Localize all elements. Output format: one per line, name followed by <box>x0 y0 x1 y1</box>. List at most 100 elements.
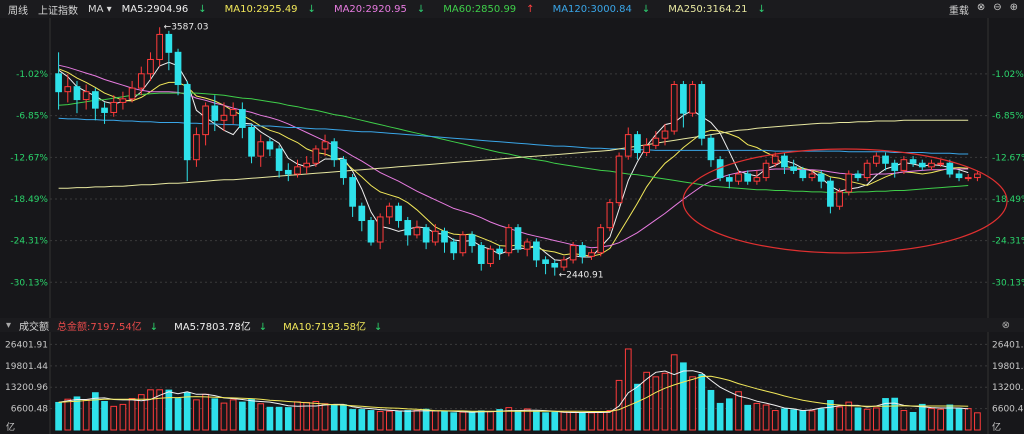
reload-button[interactable]: 重载 <box>948 6 969 17</box>
volume-bar <box>275 406 283 431</box>
candle-body <box>955 173 963 179</box>
volume-ma10-value: MA10:7193.58亿 <box>283 321 367 333</box>
volume-bar <box>578 412 586 431</box>
candle-body <box>156 33 164 60</box>
indicator-dropdown[interactable]: MA ▾ <box>88 3 112 15</box>
volume-bar <box>872 407 880 431</box>
candle-body <box>55 73 62 93</box>
candle-body <box>220 114 228 121</box>
volume-bar <box>174 398 182 431</box>
volume-bar <box>698 374 706 431</box>
volume-bar <box>514 410 522 431</box>
volume-bar <box>220 402 228 431</box>
candle-body <box>771 155 779 164</box>
collapse-icon[interactable]: ▾ <box>6 319 12 331</box>
volume-bar <box>781 408 788 431</box>
volume-bar <box>863 408 871 431</box>
volume-bar <box>523 408 531 431</box>
candle-body <box>183 84 191 161</box>
volume-bar <box>330 404 338 431</box>
price-tick-label-left: -12.67% <box>10 153 48 163</box>
zoom-in-icon[interactable]: ⊕ <box>1009 2 1018 13</box>
candle-body <box>487 248 494 264</box>
volume-bar <box>193 399 200 431</box>
candle-body <box>73 86 81 101</box>
candle-body <box>762 162 770 179</box>
candle-body <box>110 101 118 113</box>
candle-body <box>239 109 246 128</box>
candle-body <box>82 91 90 101</box>
candle-body <box>974 173 981 179</box>
close-icon[interactable]: ⊗ <box>976 2 986 13</box>
volume-bar <box>110 405 118 431</box>
candle-body <box>670 84 678 132</box>
volume-bar <box>854 407 862 431</box>
volume-tick-label-right: 亿 <box>992 421 1001 433</box>
candle-body <box>578 245 586 257</box>
candle-body <box>422 227 430 243</box>
volume-bar <box>422 408 430 431</box>
ma-legend-value: MA60:2850.99 <box>443 3 517 15</box>
volume-bar <box>395 411 402 431</box>
ma-line-ma10 <box>58 68 969 257</box>
candle-body <box>312 148 320 164</box>
volume-bar <box>165 389 173 431</box>
volume-bar <box>147 389 154 431</box>
volume-bar <box>340 404 347 431</box>
volume-chart[interactable]: 26401.91 26401.91 19801.44 19801.44 13200.96… <box>0 332 1024 434</box>
index-name[interactable]: 上证指数 <box>38 5 78 17</box>
volume-bar <box>386 410 393 431</box>
volume-title: 成交额 <box>19 321 50 333</box>
volume-ma10: MA10:7193.58亿 ↓ <box>283 318 390 333</box>
low-annotation: ←2440.91 <box>559 271 604 281</box>
volume-bar <box>909 411 917 431</box>
candle-body <box>376 216 384 243</box>
price-tick-label-left: -30.13% <box>10 278 48 288</box>
price-chart[interactable]: -1.02% -1.02% -6.85% -6.85% -12.67% -12.67% -1… <box>0 18 1024 318</box>
volume-bar <box>661 372 669 431</box>
ma-line-ma5 <box>58 61 969 262</box>
ma-legend-value: MA250:3164.21 <box>668 3 748 15</box>
ma-line-ma20 <box>58 64 969 249</box>
volume-bar <box>882 398 889 431</box>
ma-legend-item-ma120: MA120:3000.84 ↓ <box>553 4 661 15</box>
volume-bar <box>817 408 825 431</box>
candle-body <box>413 227 421 236</box>
candle-body <box>496 248 503 254</box>
candle-body <box>808 173 816 179</box>
price-tick-label-left: -1.02% <box>16 70 48 80</box>
volume-close-icon[interactable]: ⊗ <box>1001 319 1010 331</box>
volume-bar <box>441 410 448 431</box>
volume-tick-label-right: 6600.48 <box>992 405 1024 415</box>
volume-bar <box>211 398 219 431</box>
highlight-ellipse <box>682 148 1008 254</box>
price-tick-label-right: -18.49% <box>992 195 1024 205</box>
candle-body <box>872 155 880 164</box>
volume-bar <box>303 401 311 431</box>
candle-body <box>64 86 72 93</box>
candle-body <box>790 166 797 171</box>
period-selector[interactable]: 周线 <box>8 5 28 17</box>
volume-bar <box>643 371 650 431</box>
volume-tick-label-left: 26401.91 <box>5 340 48 350</box>
candle-body <box>845 173 853 193</box>
zoom-out-icon[interactable]: ⊖ <box>993 2 1002 13</box>
down-arrow-icon: ↓ <box>416 3 426 15</box>
candle-body <box>275 148 283 171</box>
candle-body <box>735 173 742 182</box>
volume-bar <box>964 408 972 431</box>
volume-bar <box>624 348 632 431</box>
candle-body <box>441 230 448 243</box>
price-tick-label-left: -24.31% <box>10 237 48 247</box>
candle-body <box>753 177 761 182</box>
ma-legend-value: MA10:2925.49 <box>224 3 298 15</box>
candle-body <box>477 245 485 264</box>
candle-body <box>946 162 954 175</box>
candle-body <box>330 141 338 161</box>
volume-bar <box>560 411 568 431</box>
candle-body <box>817 173 825 182</box>
down-arrow-icon: ↓ <box>198 3 207 15</box>
volume-bar <box>137 394 145 431</box>
volume-bar <box>376 411 384 431</box>
candle-body <box>827 180 834 207</box>
